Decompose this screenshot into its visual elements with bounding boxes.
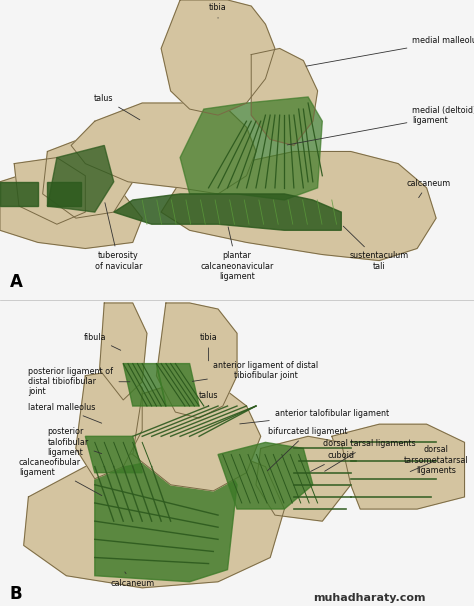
Text: posterior ligament of
distal tibiofibular
joint: posterior ligament of distal tibiofibula… xyxy=(28,367,130,396)
Text: plantar
calcaneonavicular
ligament: plantar calcaneonavicular ligament xyxy=(201,227,273,281)
Polygon shape xyxy=(95,448,237,582)
Text: tibia: tibia xyxy=(209,3,227,18)
Polygon shape xyxy=(0,170,142,248)
Polygon shape xyxy=(123,364,166,406)
Text: muhadharaty.com: muhadharaty.com xyxy=(313,593,426,603)
Polygon shape xyxy=(71,103,256,194)
Text: sustentaculum
tali: sustentaculum tali xyxy=(343,226,409,271)
Text: dorsal
tarsometatarsal
ligaments: dorsal tarsometatarsal ligaments xyxy=(404,445,468,475)
Polygon shape xyxy=(156,303,237,418)
Text: cuboid: cuboid xyxy=(310,451,355,471)
Text: calcaneum: calcaneum xyxy=(110,572,155,588)
Polygon shape xyxy=(332,424,465,509)
Text: anterior talofibular ligament: anterior talofibular ligament xyxy=(240,409,389,424)
Text: A: A xyxy=(9,273,22,291)
Polygon shape xyxy=(180,97,322,200)
Text: bifurcated ligament: bifurcated ligament xyxy=(267,427,348,471)
Polygon shape xyxy=(218,442,313,509)
Polygon shape xyxy=(100,303,147,400)
Text: medial (deltoid)
ligament: medial (deltoid) ligament xyxy=(287,106,474,145)
Text: medial malleolus: medial malleolus xyxy=(306,36,474,66)
Polygon shape xyxy=(161,0,275,115)
Text: anterior ligament of distal
tibiofibular joint: anterior ligament of distal tibiofibular… xyxy=(192,361,318,381)
Text: talus: talus xyxy=(94,94,140,120)
Text: lateral malleolus: lateral malleolus xyxy=(28,403,102,423)
Text: tibia: tibia xyxy=(200,333,218,361)
Text: B: B xyxy=(9,585,22,603)
Polygon shape xyxy=(76,370,142,479)
Text: calcaneofibular
ligament: calcaneofibular ligament xyxy=(19,458,102,496)
Polygon shape xyxy=(161,152,436,261)
Text: calcaneum: calcaneum xyxy=(406,179,450,198)
Polygon shape xyxy=(133,382,261,491)
Polygon shape xyxy=(47,145,114,212)
Polygon shape xyxy=(114,194,341,230)
Polygon shape xyxy=(251,48,318,145)
Text: tuberosity
of navicular: tuberosity of navicular xyxy=(95,202,142,271)
Polygon shape xyxy=(156,364,199,406)
Text: posterior
talofibular
ligament: posterior talofibular ligament xyxy=(47,427,101,457)
Polygon shape xyxy=(47,182,81,206)
Polygon shape xyxy=(0,182,38,206)
Polygon shape xyxy=(43,133,133,218)
Text: talus: talus xyxy=(199,391,219,406)
Polygon shape xyxy=(24,448,284,588)
Polygon shape xyxy=(256,436,351,521)
Text: fibula: fibula xyxy=(83,333,121,350)
Text: dorsal tarsal ligaments: dorsal tarsal ligaments xyxy=(323,439,416,471)
Polygon shape xyxy=(14,158,85,224)
Polygon shape xyxy=(85,436,142,473)
